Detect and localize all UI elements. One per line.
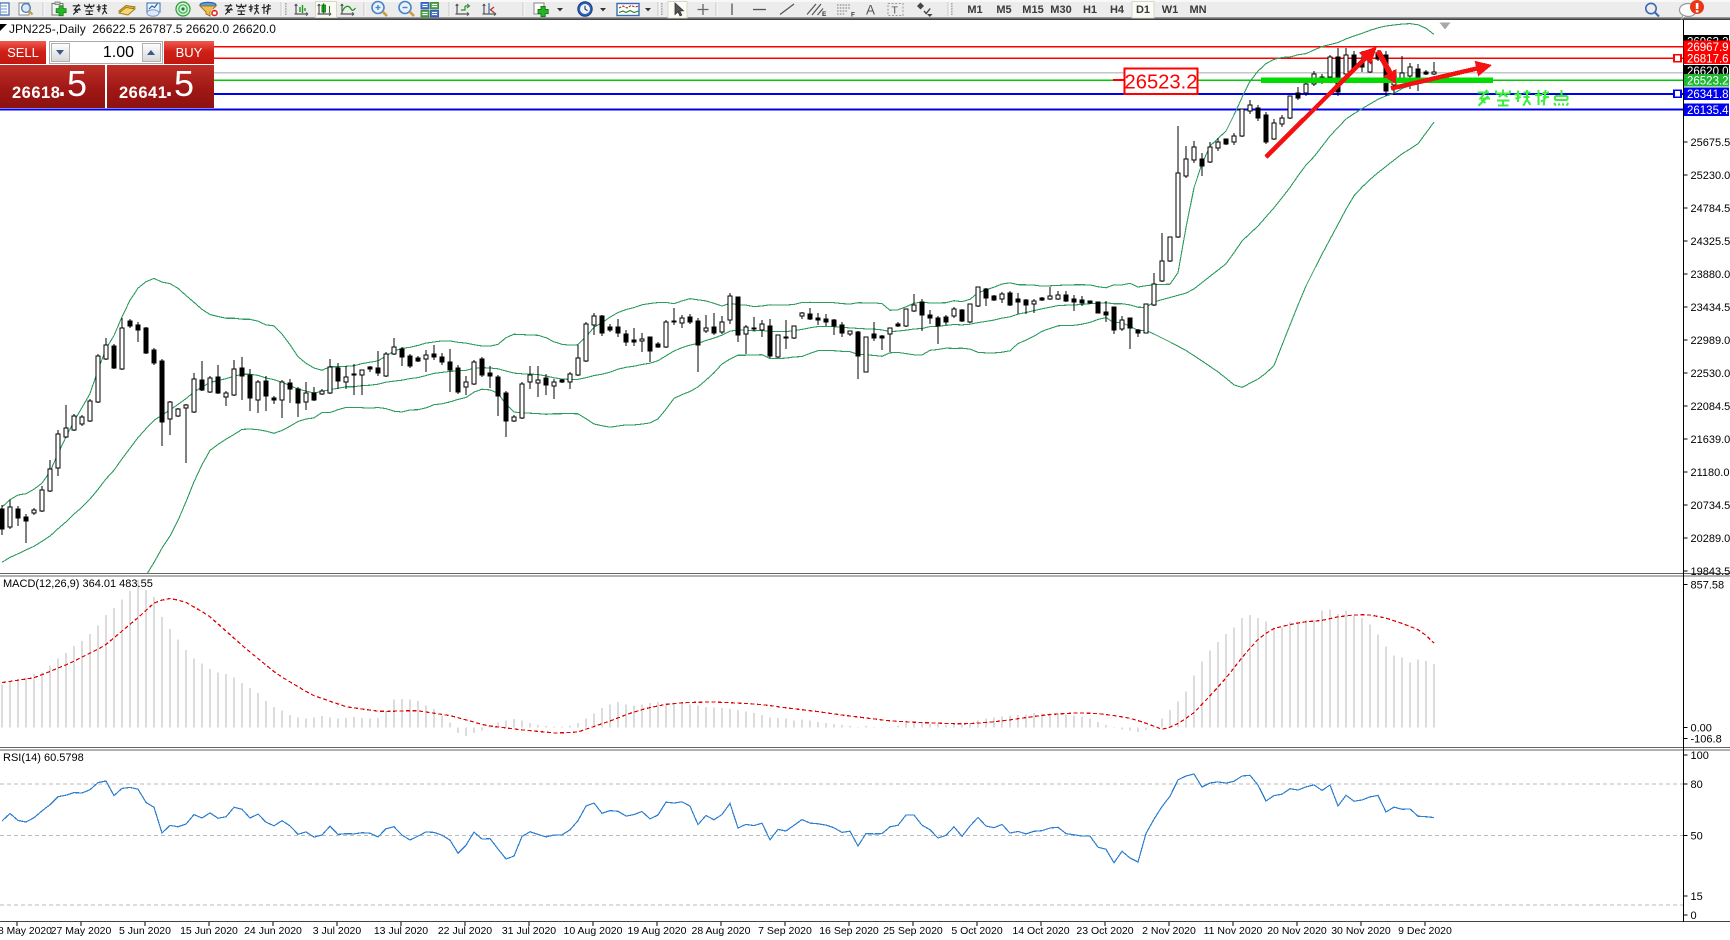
svg-text:M30: M30 (1050, 4, 1071, 16)
svg-text:26817.6: 26817.6 (1687, 54, 1729, 66)
svg-text:857.58: 857.58 (1691, 580, 1725, 592)
svg-text:A: A (866, 3, 875, 18)
svg-text:21639.0: 21639.0 (1691, 434, 1730, 446)
svg-text:D1: D1 (1136, 4, 1150, 16)
svg-text:25230.0: 25230.0 (1691, 170, 1730, 182)
svg-text:23880.0: 23880.0 (1691, 269, 1730, 281)
svg-text:25 Sep 2020: 25 Sep 2020 (883, 925, 943, 937)
svg-text:7 Sep 2020: 7 Sep 2020 (758, 925, 812, 937)
svg-text:9 Dec 2020: 9 Dec 2020 (1398, 925, 1452, 937)
svg-text:22084.5: 22084.5 (1691, 401, 1730, 413)
svg-text:RSI(14) 60.5798: RSI(14) 60.5798 (3, 752, 84, 764)
svg-text:24784.5: 24784.5 (1691, 203, 1730, 215)
svg-text:MACD(12,26,9) 364.01 483.55: MACD(12,26,9) 364.01 483.55 (3, 578, 153, 590)
svg-text:20289.0: 20289.0 (1691, 533, 1730, 545)
svg-text:22 Jul 2020: 22 Jul 2020 (438, 925, 492, 937)
svg-text:T: T (892, 5, 899, 17)
svg-text:H4: H4 (1110, 4, 1125, 16)
svg-text:20 Nov 2020: 20 Nov 2020 (1267, 925, 1327, 937)
svg-text:26967.9: 26967.9 (1687, 42, 1729, 54)
svg-text:27 May 2020: 27 May 2020 (51, 925, 112, 937)
svg-text:M15: M15 (1022, 4, 1043, 16)
svg-text:F: F (851, 12, 855, 19)
svg-text:MN: MN (1189, 4, 1206, 16)
svg-text:5 Jun 2020: 5 Jun 2020 (119, 925, 171, 937)
svg-text:30 Nov 2020: 30 Nov 2020 (1331, 925, 1391, 937)
svg-text:31 Jul 2020: 31 Jul 2020 (502, 925, 556, 937)
svg-text:26523.2: 26523.2 (1687, 75, 1729, 87)
svg-text:3 Jul 2020: 3 Jul 2020 (313, 925, 362, 937)
svg-text:W1: W1 (1162, 4, 1179, 16)
svg-text:50: 50 (1691, 831, 1703, 843)
svg-text:0.00: 0.00 (1691, 722, 1712, 734)
svg-text:10 Aug 2020: 10 Aug 2020 (564, 925, 623, 937)
svg-text:23 Oct 2020: 23 Oct 2020 (1076, 925, 1133, 937)
svg-text:24 Jun 2020: 24 Jun 2020 (244, 925, 302, 937)
svg-text:2 Nov 2020: 2 Nov 2020 (1142, 925, 1196, 937)
svg-text:0: 0 (1691, 910, 1697, 922)
svg-text:15 Jun 2020: 15 Jun 2020 (180, 925, 238, 937)
svg-text:5 Oct 2020: 5 Oct 2020 (951, 925, 1003, 937)
svg-text:26135.4: 26135.4 (1687, 105, 1729, 117)
svg-text:20734.5: 20734.5 (1691, 500, 1730, 512)
svg-text:19 Aug 2020: 19 Aug 2020 (628, 925, 687, 937)
svg-text:19843.5: 19843.5 (1691, 566, 1730, 578)
svg-text:M1: M1 (967, 4, 982, 16)
svg-text:-106.8: -106.8 (1691, 734, 1722, 746)
svg-text:13 Jul 2020: 13 Jul 2020 (374, 925, 428, 937)
svg-text:15: 15 (1691, 891, 1703, 903)
svg-text:11 Nov 2020: 11 Nov 2020 (1204, 925, 1263, 937)
svg-text:26341.8: 26341.8 (1687, 89, 1729, 101)
svg-text:14 Oct 2020: 14 Oct 2020 (1012, 925, 1069, 937)
svg-text:24325.5: 24325.5 (1691, 236, 1730, 248)
svg-text:22989.0: 22989.0 (1691, 335, 1730, 347)
svg-text:80: 80 (1691, 779, 1703, 791)
svg-text:H1: H1 (1083, 4, 1097, 16)
svg-text:E: E (822, 11, 827, 18)
svg-text:100: 100 (1691, 750, 1709, 762)
svg-text:M5: M5 (996, 4, 1011, 16)
svg-text:28 Aug 2020: 28 Aug 2020 (692, 925, 751, 937)
svg-text:25675.5: 25675.5 (1691, 137, 1730, 149)
svg-text:16 Sep 2020: 16 Sep 2020 (819, 925, 879, 937)
svg-text:21180.0: 21180.0 (1691, 467, 1730, 479)
svg-text:22530.0: 22530.0 (1691, 368, 1730, 380)
svg-text:26523.2: 26523.2 (1125, 72, 1198, 94)
svg-text:8 May 2020: 8 May 2020 (0, 926, 52, 937)
svg-text:23434.5: 23434.5 (1691, 302, 1730, 314)
